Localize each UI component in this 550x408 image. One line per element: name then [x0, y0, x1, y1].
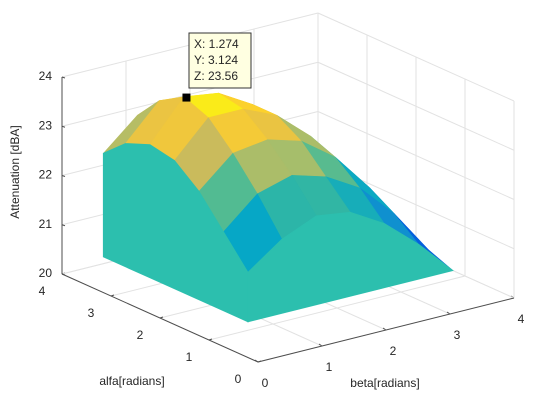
z-tick-label: 24 — [39, 69, 53, 83]
y-tick-label: 0 — [235, 372, 242, 386]
x-tick-label: 3 — [454, 328, 461, 342]
grid-line — [208, 275, 466, 341]
y-axis-label: alfa[radians] — [99, 374, 164, 388]
z-tick-label: 23 — [39, 118, 53, 132]
z-tick-label: 20 — [39, 266, 53, 280]
surface — [102, 92, 454, 323]
surface-wall — [247, 211, 454, 323]
x-tick-label: 4 — [518, 312, 525, 326]
y-tick-label: 3 — [88, 306, 95, 320]
grid-line — [317, 111, 515, 200]
x-axis-line — [257, 297, 515, 363]
y-tick-label: 2 — [137, 328, 144, 342]
datatip: X: 1.274 Y: 3.124 Z: 23.56 — [182, 32, 252, 102]
x-tick-label: 1 — [326, 360, 333, 374]
datatip-label: Y: 3.124 — [194, 53, 238, 67]
datatip-label: X: 1.274 — [194, 37, 239, 51]
grid-line — [317, 61, 515, 151]
grid-line — [317, 12, 515, 102]
y-tick-label: 4 — [39, 284, 46, 298]
z-axis-label: Attenuation [dBA] — [8, 125, 22, 218]
z-tick-label: 22 — [39, 168, 53, 182]
z-tick-label: 21 — [39, 217, 53, 231]
x-tick-label: 0 — [262, 376, 269, 390]
x-axis-label: beta[radians] — [350, 376, 419, 390]
surface-wall — [102, 143, 249, 323]
datatip-label: Z: 23.56 — [194, 69, 238, 83]
datatip-marker — [182, 93, 191, 102]
x-tick-label: 2 — [390, 344, 397, 358]
y-tick-label: 1 — [186, 350, 193, 364]
datatip-box — [188, 32, 252, 89]
y-axis-line — [61, 273, 259, 363]
